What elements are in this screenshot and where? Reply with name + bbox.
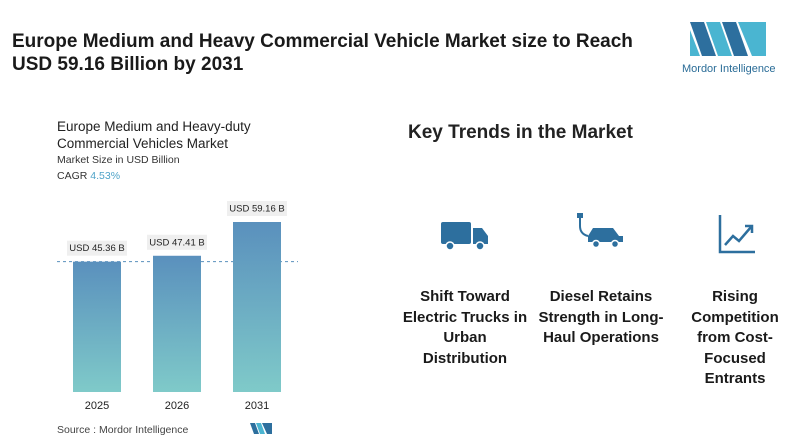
value-label-bg	[67, 240, 127, 256]
value-label: USD 47.41 B	[149, 237, 204, 248]
car-plug-icon	[577, 213, 623, 249]
bar	[153, 255, 201, 392]
chart-subtitle: Market Size in USD Billion	[57, 154, 180, 166]
value-label-bg	[227, 201, 287, 216]
page-title: Europe Medium and Heavy Commercial Vehic…	[12, 31, 633, 75]
source: Source : Mordor Intelligence	[57, 424, 189, 436]
cagr: CAGR 4.53%	[57, 170, 120, 182]
cagr-label: CAGR	[57, 170, 88, 182]
logo-mark	[690, 22, 766, 56]
x-tick-label: 2031	[245, 400, 269, 412]
bar	[233, 222, 281, 392]
bar-chart: USD 45.36 B 2025 USD 47.41 B 2026 USD 59.16 …	[57, 201, 298, 412]
chart-title: Europe Medium and Heavy-duty Commercial …	[57, 119, 251, 151]
x-tick-label: 2026	[165, 400, 189, 412]
logo-text: Mordor Intelligence	[682, 63, 776, 75]
truck-icon	[441, 222, 488, 251]
chart-icon	[718, 215, 755, 254]
trend-item: Shift Toward Electric Trucks in Urban Di…	[402, 288, 528, 367]
trend-item: Rising Competition from Cost-Focused Ent…	[691, 288, 779, 387]
x-tick-label: 2025	[85, 400, 109, 412]
cagr-value: 4.53%	[90, 170, 121, 182]
trends-title: Key Trends in the Market	[408, 122, 633, 143]
trend-item: Diesel Retains Strength in Long-Haul Ope…	[538, 288, 664, 346]
bar	[73, 261, 121, 392]
value-label: USD 59.16 B	[229, 204, 284, 215]
source-logo	[250, 423, 272, 434]
value-label-bg	[147, 234, 207, 250]
value-label: USD 45.36 B	[69, 243, 124, 254]
